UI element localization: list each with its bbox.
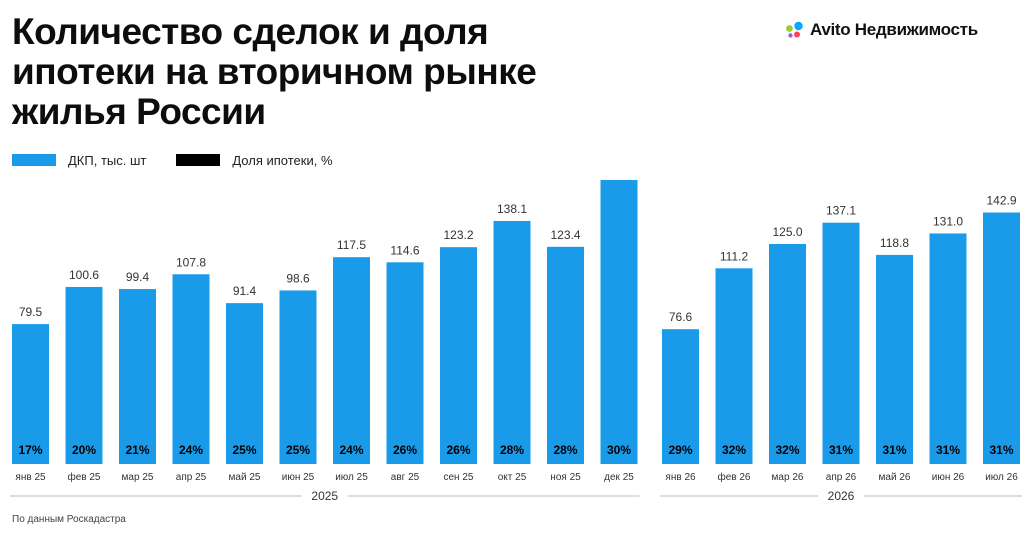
bar: [929, 233, 967, 464]
chart-title-line: ипотеки на вторичном рынке: [12, 51, 537, 92]
bar: [769, 244, 806, 464]
x-tick-label: апр 26: [826, 472, 857, 483]
bar-value-label: 91.4: [233, 284, 257, 298]
mortgage-share-label: 28%: [553, 443, 577, 457]
bar: [600, 180, 638, 464]
bar-value-label: 76.6: [669, 310, 693, 324]
legend-item-deals: ДКП, тыс. шт: [12, 153, 146, 168]
x-tick-label: янв 25: [15, 472, 46, 483]
x-tick-label: дек 25: [604, 472, 634, 483]
bar: [65, 286, 103, 464]
year-group-label: 2026: [828, 489, 855, 503]
bar-value-label: 79.5: [19, 305, 43, 319]
brand-name: Avito Недвижимость: [810, 20, 978, 39]
legend-label-mortgage: Доля ипотеки, %: [232, 152, 333, 168]
mortgage-share-label: 25%: [286, 443, 310, 457]
mortgage-share-label: 31%: [989, 443, 1013, 457]
x-tick-label: июл 26: [985, 472, 1018, 483]
x-tick-label: июл 25: [335, 472, 368, 483]
x-tick-label: фев 26: [717, 471, 750, 483]
bar: [876, 254, 913, 464]
source-note: По данным Роскадастра: [12, 514, 126, 525]
bar: [226, 303, 263, 464]
mortgage-share-label: 17%: [18, 443, 42, 457]
bar: [547, 246, 584, 464]
bar: [172, 274, 210, 464]
mortgage-share-label: 29%: [668, 443, 692, 457]
bar-value-label: 125.0: [772, 225, 802, 239]
bar-chart: 79.5 17% янв 25 100.6 20% фев 25 99.4 21% мар 25…: [10, 180, 1022, 503]
bar-value-label: 123.2: [443, 228, 473, 242]
bar-value-label: 114.6: [390, 243, 419, 257]
x-tick-label: июн 26: [932, 472, 965, 483]
mortgage-share-label: 28%: [500, 443, 524, 457]
bar: [440, 247, 477, 464]
x-tick-label: апр 25: [176, 472, 207, 483]
bar-value-label: 142.9: [986, 193, 1016, 207]
mortgage-share-label: 24%: [179, 443, 203, 457]
mortgage-share-label: 20%: [72, 443, 96, 457]
legend: ДКП, тыс. шт Доля ипотеки, %: [12, 152, 363, 168]
bar-value-label: 111.2: [720, 249, 749, 263]
legend-item-mortgage: Доля ипотеки, %: [176, 152, 333, 168]
bar-value-label: 99.4: [126, 270, 150, 284]
x-tick-label: сен 25: [444, 472, 474, 483]
bar-value-label: 117.5: [337, 238, 366, 252]
x-tick-label: мар 25: [122, 472, 154, 483]
chart-title-line: жилья России: [12, 91, 266, 132]
mortgage-share-label: 21%: [125, 443, 149, 457]
legend-label-deals: ДКП, тыс. шт: [68, 152, 147, 168]
mortgage-share-label: 30%: [607, 443, 631, 457]
bar: [662, 329, 699, 464]
year-group-label: 2025: [311, 489, 338, 503]
chart-title-line: Количество сделок и доля: [12, 11, 489, 52]
bar-value-label: 98.6: [286, 271, 310, 285]
brand-logo: Avito Недвижимость: [784, 18, 978, 42]
mortgage-share-label: 31%: [936, 443, 960, 457]
x-tick-label: фев 25: [67, 471, 100, 483]
x-tick-label: авг 25: [391, 472, 420, 483]
bar: [822, 222, 860, 464]
x-tick-label: окт 25: [498, 472, 527, 483]
legend-swatch-mortgage: [176, 154, 221, 166]
legend-swatch-deals: [12, 154, 56, 166]
bar-value-label: 131.0: [933, 214, 963, 228]
x-tick-label: мар 26: [772, 472, 804, 483]
avito-dots-icon: [786, 21, 803, 38]
chart-title: Количество сделок и доля ипотеки на втор…: [12, 12, 632, 132]
mortgage-share-label: 31%: [882, 443, 906, 457]
bar: [493, 220, 531, 464]
mortgage-share-label: 31%: [829, 443, 853, 457]
bar: [12, 324, 49, 464]
mortgage-share-label: 25%: [232, 443, 256, 457]
mortgage-share-label: 32%: [775, 443, 799, 457]
mortgage-share-label: 32%: [722, 443, 746, 457]
bar: [333, 257, 370, 464]
bar: [715, 268, 753, 464]
mortgage-share-label: 26%: [446, 443, 470, 457]
bar: [279, 290, 317, 464]
x-tick-label: май 25: [229, 472, 261, 483]
bar-value-label: 138.1: [497, 202, 527, 216]
bar-value-label: 107.8: [176, 255, 206, 269]
mortgage-share-label: 24%: [339, 443, 363, 457]
bar-value-label: 118.8: [880, 236, 909, 250]
x-tick-label: май 26: [879, 472, 911, 483]
bar-value-label: 123.4: [550, 228, 580, 242]
bar: [983, 212, 1020, 464]
bar-value-label: 137.1: [826, 204, 856, 218]
bar: [119, 289, 156, 464]
x-tick-label: янв 26: [665, 472, 696, 483]
x-tick-label: июн 25: [282, 472, 315, 483]
bar-value-label: 100.6: [69, 268, 99, 282]
bar: [386, 262, 424, 464]
x-tick-label: ноя 25: [550, 472, 581, 483]
mortgage-share-label: 26%: [393, 443, 417, 457]
